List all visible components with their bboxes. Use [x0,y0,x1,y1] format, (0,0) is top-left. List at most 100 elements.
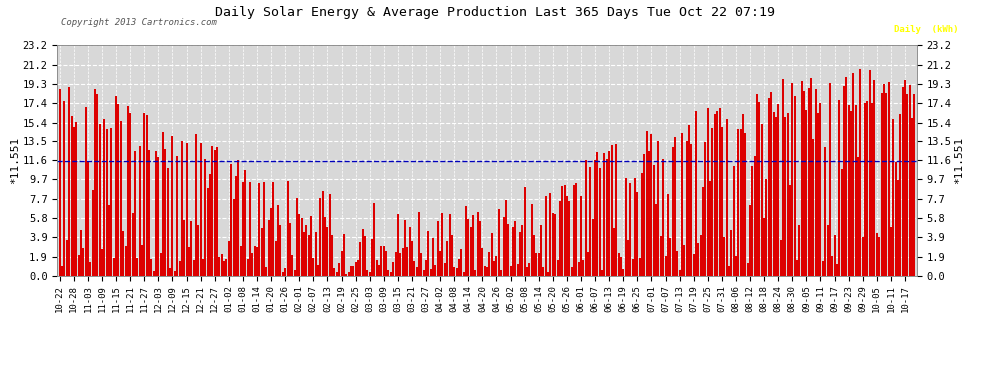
Bar [310,216,312,276]
Bar [705,142,707,276]
Bar [488,252,490,276]
Bar [620,256,622,276]
Bar [294,270,296,276]
Bar [409,227,411,276]
Bar [73,128,75,276]
Bar [491,232,493,276]
Bar [904,80,906,276]
Bar [664,256,666,276]
Bar [885,93,887,276]
Bar [68,87,70,276]
Bar [462,272,464,276]
Bar [688,125,690,276]
Bar [275,241,277,276]
Bar [354,262,356,276]
Bar [570,267,572,276]
Bar [613,228,615,276]
Bar [315,232,317,276]
Bar [406,247,408,276]
Bar [82,248,84,276]
Bar [796,260,798,276]
Bar [772,112,774,276]
Bar [519,232,521,276]
Bar [240,246,242,276]
Bar [111,128,113,276]
Bar [327,226,329,276]
Bar [728,266,730,276]
Bar [193,260,195,276]
Bar [122,231,124,276]
Bar [343,234,345,276]
Bar [432,238,434,276]
Bar [733,166,735,276]
Bar [655,204,657,276]
Bar [770,92,772,276]
Bar [383,246,385,276]
Bar [397,214,399,276]
Bar [735,255,737,276]
Bar [425,260,427,276]
Bar [469,227,471,276]
Bar [411,242,413,276]
Bar [731,230,733,276]
Bar [493,261,495,276]
Bar [185,142,187,276]
Bar [606,159,608,276]
Bar [106,129,108,276]
Bar [195,134,197,276]
Bar [248,182,250,276]
Bar [214,150,216,276]
Bar [866,101,868,276]
Bar [608,152,610,276]
Bar [627,240,629,276]
Bar [529,263,531,276]
Bar [233,199,235,276]
Bar [538,253,540,276]
Bar [298,214,300,276]
Bar [768,98,770,276]
Bar [775,117,777,276]
Bar [442,213,444,276]
Bar [808,88,810,276]
Bar [909,85,911,276]
Bar [80,230,82,276]
Bar [373,203,375,276]
Bar [742,114,744,276]
Bar [662,159,664,276]
Bar [413,261,415,276]
Y-axis label: *11.551: *11.551 [10,137,20,184]
Bar [533,235,535,276]
Bar [134,151,136,276]
Bar [329,194,331,276]
Bar [364,236,366,276]
Bar [834,235,836,276]
Bar [418,212,420,276]
Bar [911,118,913,276]
Bar [782,79,784,276]
Bar [166,168,168,276]
Bar [577,262,579,276]
Bar [265,267,267,276]
Bar [810,78,812,276]
Bar [96,94,98,276]
Bar [89,262,91,276]
Bar [686,141,688,276]
Bar [139,146,141,276]
Bar [484,266,486,276]
Bar [65,240,67,276]
Bar [544,196,546,276]
Bar [644,154,645,276]
Bar [357,260,359,276]
Bar [825,147,827,276]
Bar [380,246,382,276]
Bar [667,195,669,276]
Bar [435,264,437,276]
Bar [247,259,248,276]
Bar [827,225,829,276]
Bar [305,225,307,276]
Bar [693,254,695,276]
Bar [507,224,509,276]
Bar [876,233,878,276]
Bar [709,181,711,276]
Bar [376,261,378,276]
